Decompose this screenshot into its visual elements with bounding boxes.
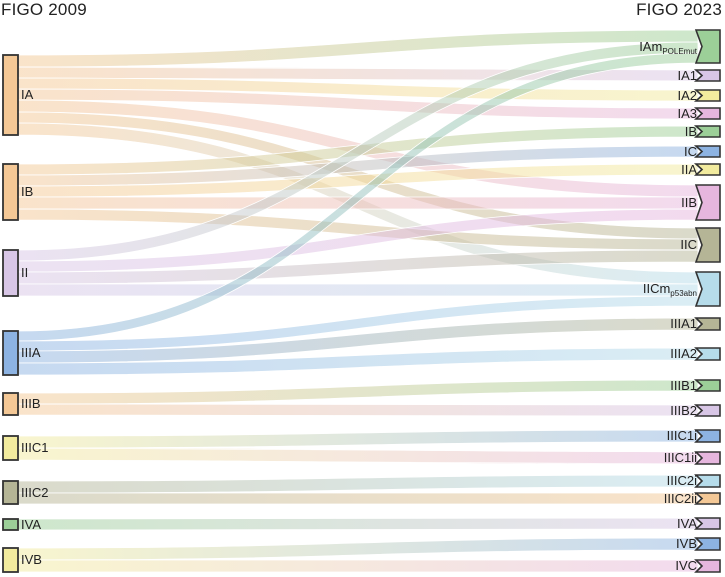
- label-2023-IICm: IICmp53abn: [643, 282, 697, 301]
- node-2023-IVC: [694, 559, 721, 573]
- label-2023-IVC: IVC: [675, 559, 697, 573]
- label-2023-IIIC2ii: IIIC2ii: [663, 490, 697, 506]
- label-2023-IVA2: IVA: [677, 515, 697, 531]
- node-2023-IA1: [693, 69, 721, 82]
- node-2023-IA3: [693, 107, 721, 120]
- node-2009-IIIA: [2, 330, 19, 376]
- label-main: IIIC2i: [666, 473, 697, 488]
- label-2023-IIIC1i: IIIC1i: [667, 429, 697, 443]
- label-main: IIIC1ii: [663, 450, 697, 465]
- node-2023-IB2: [693, 125, 721, 138]
- label-2023-IIIA2: IIIA2: [670, 347, 697, 361]
- node-2023-IIA: [693, 163, 721, 176]
- figo-2009-header: FIGO 2009: [1, 0, 87, 19]
- label-2023-IIIB2: IIIB2: [670, 402, 697, 418]
- label-main: IIIB2: [670, 402, 697, 418]
- flow-II-to-IICm: [17, 283, 699, 297]
- flow-IA-to-IAm: [17, 29, 699, 68]
- label-2023-IB2: IB: [684, 123, 697, 139]
- label-main: IIIA2: [670, 346, 697, 361]
- label-2023-IIIC2i: IIIC2i: [667, 474, 697, 488]
- label-main: IVB: [676, 536, 697, 551]
- label-main: IC: [684, 143, 697, 159]
- label-2023-IVB2: IVB: [676, 537, 697, 551]
- label-main: IIA: [681, 161, 697, 177]
- label-2009-IB: IB: [21, 184, 34, 199]
- node-2009-IB: [2, 163, 19, 221]
- label-main: IA1: [677, 67, 697, 83]
- node-2009-IVA: [2, 518, 19, 531]
- label-2009-IA: IA: [21, 87, 34, 102]
- node-2023-IIIC1ii: [694, 451, 721, 465]
- label-main: IVA: [677, 515, 697, 531]
- node-2023-IIIC2i: [694, 474, 721, 488]
- label-2023-IIC: IIC: [680, 238, 697, 252]
- label-main: IIB: [681, 194, 697, 210]
- label-main: IA3: [677, 105, 697, 121]
- node-2023-IIIA1: [694, 317, 721, 331]
- label-2023-IIA: IIA: [681, 161, 697, 177]
- label-main: IICm: [642, 281, 671, 296]
- label-main: IIIB1: [670, 377, 697, 393]
- label-2023-IA1: IA1: [677, 67, 697, 83]
- label-main: IIIA1: [670, 316, 697, 331]
- label-2009-IIIA: IIIA: [21, 345, 41, 360]
- node-2009-IIIC1: [2, 435, 19, 461]
- label-main: IIIC2ii: [663, 490, 697, 506]
- label-subscript: POLEmut: [662, 46, 697, 56]
- label-2009-II: II: [21, 265, 29, 280]
- label-main: IIC: [680, 237, 697, 252]
- node-2023-IC: [693, 145, 721, 158]
- label-main: IB: [684, 123, 697, 139]
- node-2009-IA: [2, 54, 19, 136]
- node-2009-IIIB: [2, 392, 19, 416]
- figo-2023-header: FIGO 2023: [636, 0, 722, 19]
- flow-IIIC2-to-IIIC2i: [17, 474, 699, 494]
- node-2023-IIIC2ii: [693, 492, 721, 505]
- node-2009-IVB: [2, 547, 19, 573]
- node-2023-IAm: [694, 29, 721, 64]
- flow-IIIB-to-IIIB1: [17, 379, 699, 405]
- label-2023-IIIB1: IIIB1: [670, 377, 697, 393]
- label-main: IA2: [677, 87, 697, 103]
- flow-IIIC1-to-IIIC1i: [17, 429, 699, 449]
- node-2023-IA2: [693, 89, 721, 102]
- flow-IIIC2-to-IIIC2ii: [17, 492, 699, 505]
- label-2009-IIIC2: IIIC2: [21, 484, 49, 500]
- node-2023-IVA2: [693, 517, 721, 530]
- label-2023-IA2: IA2: [677, 87, 697, 103]
- label-2023-IIIC1ii: IIIC1ii: [664, 451, 697, 465]
- label-main: IVC: [675, 558, 697, 573]
- label-2009-IVB: IVB: [21, 552, 42, 567]
- node-2023-IIIB1: [693, 379, 721, 392]
- label-2023-IIIA1: IIIA1: [670, 317, 697, 331]
- label-main: IAm: [639, 38, 663, 54]
- flow-IIIB-to-IIIB2: [17, 403, 699, 417]
- node-2023-IIB: [694, 184, 721, 221]
- flow-IIIC1-to-IIIC1ii: [17, 447, 699, 465]
- flow-IVB-to-IVC: [17, 559, 699, 573]
- flow-IVA-to-IVA2: [17, 517, 699, 531]
- label-2023-IAm: IAmPOLEmut: [639, 38, 697, 59]
- label-2023-IA3: IA3: [677, 105, 697, 121]
- label-2009-IVA: IVA: [21, 516, 41, 532]
- node-2023-IIIB2: [693, 404, 721, 417]
- label-2009-IIIC1: IIIC1: [21, 440, 49, 455]
- node-2023-IICm: [694, 271, 721, 307]
- label-2023-IIB: IIB: [681, 194, 697, 210]
- node-2023-IIIA2: [694, 347, 721, 361]
- label-2023-IC: IC: [684, 143, 697, 159]
- node-2023-IIC: [694, 227, 721, 263]
- flow-IVB-to-IVB2: [17, 537, 699, 561]
- node-2009-II: [2, 249, 19, 297]
- label-2009-IIIB: IIIB: [21, 396, 41, 411]
- node-2023-IVB2: [694, 537, 721, 551]
- node-2023-IIIC1i: [694, 429, 721, 443]
- label-subscript: p53abn: [670, 289, 697, 298]
- node-2009-IIIC2: [2, 480, 19, 505]
- label-main: IIIC1i: [666, 428, 697, 443]
